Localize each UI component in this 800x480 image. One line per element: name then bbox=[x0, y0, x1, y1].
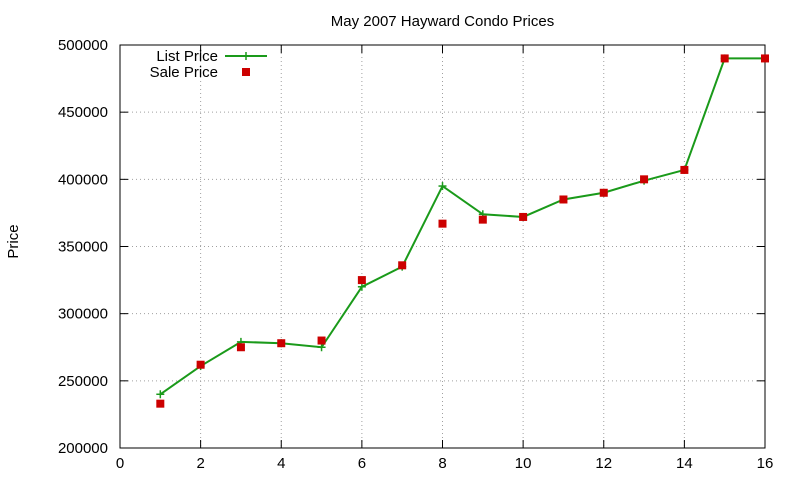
series-layer bbox=[156, 54, 769, 408]
data-point bbox=[761, 54, 769, 63]
data-point bbox=[599, 188, 608, 197]
x-tick-label: 6 bbox=[358, 455, 366, 472]
data-point bbox=[317, 336, 326, 345]
legend: List Price Sale Price bbox=[150, 48, 267, 81]
legend-marker-list-price bbox=[242, 52, 250, 60]
legend-label-sale-price: Sale Price bbox=[150, 64, 218, 81]
data-point bbox=[519, 212, 528, 221]
data-point bbox=[559, 195, 568, 204]
x-tick-label: 4 bbox=[277, 455, 285, 472]
data-point bbox=[357, 276, 366, 285]
y-tick-label: 200000 bbox=[58, 440, 108, 457]
legend-plus bbox=[242, 52, 250, 60]
grid bbox=[120, 45, 765, 448]
y-axis-label: Price bbox=[5, 224, 22, 258]
data-point bbox=[478, 215, 487, 224]
legend-square bbox=[242, 68, 250, 76]
y-axis-tick-labels: 200000 250000 300000 350000 400000 450000 5000… bbox=[58, 37, 108, 457]
x-tick-label: 8 bbox=[438, 455, 446, 472]
data-point bbox=[317, 343, 326, 352]
data-point bbox=[680, 165, 689, 174]
data-point bbox=[277, 339, 286, 348]
data-point bbox=[438, 219, 447, 228]
data-point bbox=[156, 390, 165, 399]
y-tick-label: 450000 bbox=[58, 104, 108, 121]
y-tick-label: 500000 bbox=[58, 37, 108, 54]
data-point bbox=[357, 282, 366, 291]
data-point bbox=[640, 175, 649, 184]
data-point bbox=[196, 360, 205, 369]
x-tick-label: 0 bbox=[116, 455, 124, 472]
x-axis-tick-labels: 0 2 4 6 8 10 12 14 16 bbox=[116, 455, 774, 472]
legend-marker-sale-price bbox=[242, 68, 250, 76]
x-tick-label: 14 bbox=[676, 455, 693, 472]
legend-label-list-price: List Price bbox=[156, 48, 218, 65]
axis-ticks bbox=[119, 44, 766, 449]
data-point bbox=[438, 182, 447, 191]
x-tick-label: 16 bbox=[757, 455, 774, 472]
series-list-price bbox=[156, 54, 769, 399]
data-point bbox=[236, 343, 245, 352]
y-tick-label: 300000 bbox=[58, 306, 108, 323]
data-point bbox=[720, 54, 729, 63]
chart-title: May 2007 Hayward Condo Prices bbox=[331, 13, 554, 30]
data-point bbox=[398, 261, 407, 270]
series-line bbox=[159, 57, 765, 396]
x-tick-label: 10 bbox=[515, 455, 532, 472]
data-point bbox=[156, 399, 165, 408]
y-tick-label: 350000 bbox=[58, 239, 108, 256]
x-tick-label: 2 bbox=[196, 455, 204, 472]
y-tick-label: 400000 bbox=[58, 171, 108, 188]
series-sale-price bbox=[156, 54, 769, 408]
x-tick-label: 12 bbox=[595, 455, 612, 472]
y-tick-label: 250000 bbox=[58, 373, 108, 390]
